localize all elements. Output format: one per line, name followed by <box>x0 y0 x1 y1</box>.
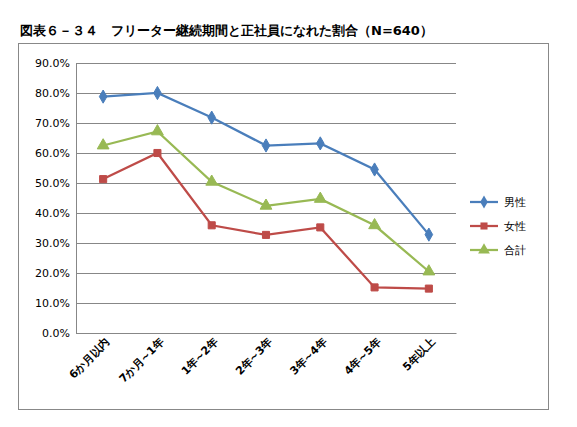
grid <box>76 64 456 334</box>
series-marker <box>154 86 162 99</box>
series-marker <box>371 284 378 291</box>
x-tick: 6か月以内 <box>67 333 113 381</box>
grid-line <box>76 153 456 154</box>
x-tick: 2年~3年 <box>233 333 275 378</box>
y-tick: 50.0% <box>35 177 76 190</box>
legend-item: 男性 <box>470 195 526 208</box>
x-axis: 6か月以内7か月~1年 1年~2年 2年~3年 3年~4年 4年~5年 5年以上 <box>67 333 457 385</box>
series-marker <box>260 199 272 209</box>
y-tick-label: 80.0% <box>35 87 70 100</box>
legend-label: 合計 <box>504 244 526 257</box>
x-tick-label: 2年~3年 <box>233 336 275 378</box>
legend-marker <box>480 195 488 208</box>
x-tick-label: 1年~2年 <box>179 336 221 378</box>
plot-marks <box>97 86 434 292</box>
grid-line <box>76 333 456 334</box>
title: 図表６－３４ フリーター継続期間と正社員になれた割合（N=640） <box>20 23 433 38</box>
series-marker <box>100 176 107 183</box>
series-marker <box>154 149 161 156</box>
chart: 図表６－３４ フリーター継続期間と正社員になれた割合（N=640） 0.0% 10.… <box>0 0 577 427</box>
series-marker <box>262 139 270 152</box>
series-marker <box>425 285 432 292</box>
chart-frame <box>19 44 549 410</box>
y-tick: 0.0% <box>42 327 76 340</box>
y-tick-label: 50.0% <box>35 177 70 190</box>
x-tick: 7か月~1年 <box>117 333 167 385</box>
series-marker <box>369 219 381 229</box>
series-line <box>103 153 429 289</box>
x-tick: 4年~5年 <box>342 333 384 378</box>
series-marker <box>208 222 215 229</box>
series-line <box>103 131 429 271</box>
y-tick-label: 40.0% <box>35 207 70 220</box>
grid-line <box>76 123 456 124</box>
series-marker <box>208 111 216 124</box>
series-line <box>103 93 429 235</box>
y-tick-label: 70.0% <box>35 117 70 130</box>
y-tick: 10.0% <box>35 297 76 310</box>
x-tick-label: 4年~5年 <box>342 336 384 378</box>
x-tick-label: 5年以上 <box>400 336 438 374</box>
y-tick-label: 90.0% <box>35 57 70 70</box>
legend-label: 男性 <box>504 196 526 209</box>
y-tick: 20.0% <box>35 267 76 280</box>
grid-line <box>76 243 456 244</box>
y-tick-label: 0.0% <box>42 327 70 340</box>
legend: 男性女性合計 <box>470 195 526 256</box>
y-tick-label: 10.0% <box>35 297 70 310</box>
y-tick: 80.0% <box>35 87 76 100</box>
x-tick: 1年~2年 <box>179 333 221 378</box>
series-marker <box>152 125 164 135</box>
legend-marker <box>480 222 487 229</box>
series-marker <box>314 192 326 202</box>
grid-line <box>76 213 456 214</box>
x-tick-label: 6か月以内 <box>67 336 113 382</box>
y-tick: 60.0% <box>35 147 76 160</box>
series-marker <box>423 265 435 275</box>
y-tick-label: 20.0% <box>35 267 70 280</box>
legend-marker <box>478 243 490 253</box>
legend-item: 合計 <box>470 243 526 257</box>
grid-line <box>76 303 456 304</box>
series-marker <box>371 163 379 176</box>
series-marker <box>316 137 324 150</box>
y-tick: 90.0% <box>35 57 76 70</box>
series-marker <box>262 231 269 238</box>
series-marker <box>97 139 109 149</box>
series-marker <box>99 90 107 103</box>
legend-label: 女性 <box>504 220 526 233</box>
grid-line <box>76 63 456 64</box>
y-tick-label: 60.0% <box>35 147 70 160</box>
y-tick: 70.0% <box>35 117 76 130</box>
x-tick-label: 3年~4年 <box>287 336 329 378</box>
x-tick: 3年~4年 <box>287 333 329 378</box>
y-tick: 40.0% <box>35 207 76 220</box>
series-marker <box>206 175 218 185</box>
y-axis-line <box>76 64 77 334</box>
legend-item: 女性 <box>470 220 526 233</box>
grid-line <box>76 273 456 274</box>
y-axis: 0.0% 10.0% 20.0% 30.0% 40.0% 50.0% 60.0% 70.0% 8… <box>35 57 76 340</box>
grid-line <box>76 183 456 184</box>
x-tick-label: 7か月~1年 <box>117 336 167 386</box>
x-tick: 5年以上 <box>400 333 438 374</box>
series-marker <box>317 224 324 231</box>
series-marker <box>425 228 433 241</box>
x-axis-line <box>77 333 457 334</box>
y-tick: 30.0% <box>35 237 76 250</box>
y-tick-label: 30.0% <box>35 237 70 250</box>
